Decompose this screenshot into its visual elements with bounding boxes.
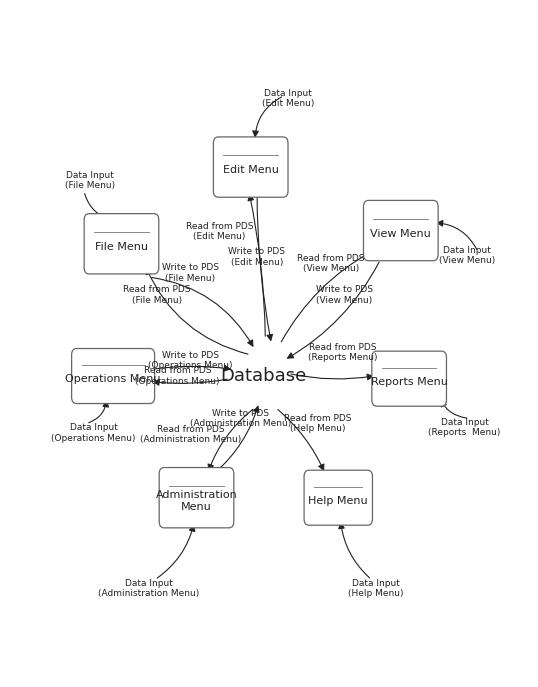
Text: Operations Menu: Operations Menu: [65, 374, 161, 384]
FancyBboxPatch shape: [159, 468, 234, 528]
Text: Database: Database: [220, 367, 306, 385]
Text: Write to PDS
(Edit Menu): Write to PDS (Edit Menu): [229, 247, 286, 267]
Text: Read from PDS
(Operations Menu): Read from PDS (Operations Menu): [136, 366, 220, 385]
FancyBboxPatch shape: [214, 137, 288, 197]
Text: Write to PDS
(Operations Menu): Write to PDS (Operations Menu): [148, 351, 232, 370]
FancyBboxPatch shape: [72, 348, 154, 403]
FancyBboxPatch shape: [372, 351, 447, 406]
Text: Edit Menu: Edit Menu: [223, 166, 279, 175]
FancyBboxPatch shape: [304, 470, 372, 525]
Text: Read from PDS
(Help Menu): Read from PDS (Help Menu): [284, 414, 351, 433]
Text: Write to PDS
(Administration Menu): Write to PDS (Administration Menu): [190, 409, 291, 428]
Text: Administration
Menu: Administration Menu: [155, 491, 237, 512]
Text: Write to PDS
(File Menu): Write to PDS (File Menu): [162, 263, 219, 282]
Text: Read from PDS
(Reports Menu): Read from PDS (Reports Menu): [308, 343, 377, 362]
Text: Data Input
(Reports  Menu): Data Input (Reports Menu): [428, 418, 501, 437]
FancyBboxPatch shape: [364, 201, 438, 260]
Text: Read from PDS
(File Menu): Read from PDS (File Menu): [123, 285, 190, 305]
Text: Read from PDS
(Edit Menu): Read from PDS (Edit Menu): [186, 222, 253, 241]
Text: Help Menu: Help Menu: [308, 495, 368, 506]
Text: Data Input
(Operations Menu): Data Input (Operations Menu): [51, 423, 136, 443]
Text: Read from PDS
(Administration Menu): Read from PDS (Administration Menu): [140, 425, 241, 444]
Text: View Menu: View Menu: [371, 229, 431, 239]
FancyBboxPatch shape: [84, 214, 159, 274]
Text: Read from PDS
(View Menu): Read from PDS (View Menu): [298, 254, 365, 273]
Text: File Menu: File Menu: [95, 242, 148, 252]
Text: Data Input
(View Menu): Data Input (View Menu): [438, 246, 495, 265]
Text: Data Input
(Edit Menu): Data Input (Edit Menu): [262, 89, 314, 108]
Text: Reports Menu: Reports Menu: [371, 376, 448, 387]
Text: Data Input
(Administration Menu): Data Input (Administration Menu): [98, 579, 199, 598]
Text: Data Input
(Help Menu): Data Input (Help Menu): [348, 579, 404, 598]
Text: Data Input
(File Menu): Data Input (File Menu): [65, 170, 115, 190]
Text: Write to PDS
(View Menu): Write to PDS (View Menu): [316, 285, 373, 305]
